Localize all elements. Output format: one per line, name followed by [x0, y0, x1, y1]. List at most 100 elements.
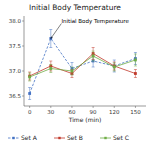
y-tick-label: 37.5: [9, 43, 22, 49]
legend-label: Set A: [21, 134, 38, 141]
error-bar: [92, 51, 95, 61]
x-tick: [114, 106, 115, 108]
title: Initial Body Temperature: [29, 3, 121, 12]
x-tick-label: 60: [68, 109, 75, 115]
chart: Initial Body Temperature 0 30 60 90 120 150 36.…: [0, 0, 150, 150]
error-bar-cap: [70, 67, 73, 68]
error-bar: [113, 60, 116, 72]
error-bar-cap: [49, 47, 52, 48]
error-bar-cap: [49, 64, 52, 65]
x-tick-label: 150: [130, 109, 141, 115]
error-bar-stem: [93, 51, 94, 61]
x-tick-label: 0: [28, 109, 32, 115]
error-bar: [134, 70, 137, 78]
error-bar-cap: [134, 77, 137, 78]
error-bar-stem: [71, 63, 72, 75]
x-tick: [135, 106, 136, 108]
error-bar-cap: [113, 63, 116, 64]
plot-area: [28, 30, 137, 100]
legend-label: Set B: [67, 134, 83, 141]
error-bar-stem: [29, 73, 30, 81]
x-tick: [29, 106, 30, 108]
series-line: [30, 54, 136, 77]
error-bar: [70, 63, 73, 75]
y-tick: [22, 46, 24, 47]
error-bar-cap: [92, 67, 95, 68]
legend-line: [8, 138, 19, 139]
error-bar-stem: [114, 60, 115, 72]
error-bar-cap: [113, 72, 116, 73]
point: [28, 76, 31, 79]
annotation: Initial Body Temperature: [61, 18, 129, 25]
error-bar-stem: [29, 88, 30, 100]
error-bar: [49, 65, 52, 73]
x-tick: [93, 106, 94, 108]
legend: Set A Set B Set C: [8, 134, 129, 141]
annotation-arrow: [51, 24, 62, 39]
error-bar-cap: [49, 72, 52, 73]
point: [134, 59, 137, 62]
error-bar-stem: [114, 63, 115, 71]
error-bar-cap: [113, 62, 116, 63]
error-bar-cap: [28, 87, 31, 88]
y-tick-label: 37.0: [9, 68, 22, 74]
error-bar-stem: [135, 54, 136, 66]
legend-label: Set C: [113, 134, 129, 141]
error-bar-cap: [92, 51, 95, 52]
y-axis: [24, 16, 25, 106]
legend-marker: [104, 137, 106, 139]
error-bar-stem: [135, 70, 136, 78]
point: [92, 55, 95, 58]
error-bar-cap: [113, 60, 116, 61]
error-bar-stem: [50, 65, 51, 73]
point: [113, 66, 116, 69]
error-bar-cap: [134, 52, 137, 53]
x-tick-label: 120: [109, 109, 120, 115]
y-tick: [22, 71, 24, 72]
error-bar-cap: [28, 99, 31, 100]
error-bar-cap: [49, 61, 52, 62]
legend-line: [100, 138, 111, 139]
error-bar: [28, 73, 31, 81]
x-tick: [50, 106, 51, 108]
error-bar-cap: [28, 72, 31, 73]
error-bar-stem: [71, 67, 72, 75]
legend-line: [54, 138, 65, 139]
error-bar-cap: [70, 62, 73, 63]
legend-marker: [12, 137, 14, 139]
error-bar-stem: [93, 55, 94, 67]
x-tick-label: 30: [47, 109, 54, 115]
error-bar-cap: [134, 69, 137, 70]
y-tick: [22, 21, 24, 22]
y-tick-label: 38.0: [9, 18, 22, 24]
error-bar: [92, 55, 95, 67]
error-bar-cap: [92, 47, 95, 48]
error-bar-cap: [134, 66, 137, 67]
error-bar-cap: [49, 29, 52, 30]
error-bar-cap: [28, 73, 31, 74]
error-bar: [70, 67, 73, 75]
error-bar: [113, 62, 116, 70]
series-line: [30, 56, 136, 77]
error-bar: [134, 54, 137, 66]
error-bar-stem: [114, 62, 115, 70]
error-bar-cap: [92, 61, 95, 62]
legend-marker: [58, 137, 60, 139]
y-tick-label: 36.5: [9, 93, 22, 99]
x-tick-label: 90: [90, 109, 97, 115]
error-bar-cap: [70, 77, 73, 78]
x-axis-label: Time (min): [68, 116, 102, 123]
x-tick: [71, 106, 72, 108]
point: [134, 72, 137, 75]
point: [28, 92, 31, 95]
point: [71, 70, 74, 73]
error-bar-cap: [70, 75, 73, 76]
error-bar-cap: [113, 71, 116, 72]
error-bar-cap: [134, 54, 137, 55]
error-bar-cap: [28, 81, 31, 82]
point: [49, 67, 52, 70]
series-line: [30, 39, 136, 94]
x-axis: [24, 106, 146, 107]
error-bar: [28, 72, 31, 80]
error-bar-stem: [29, 72, 30, 80]
